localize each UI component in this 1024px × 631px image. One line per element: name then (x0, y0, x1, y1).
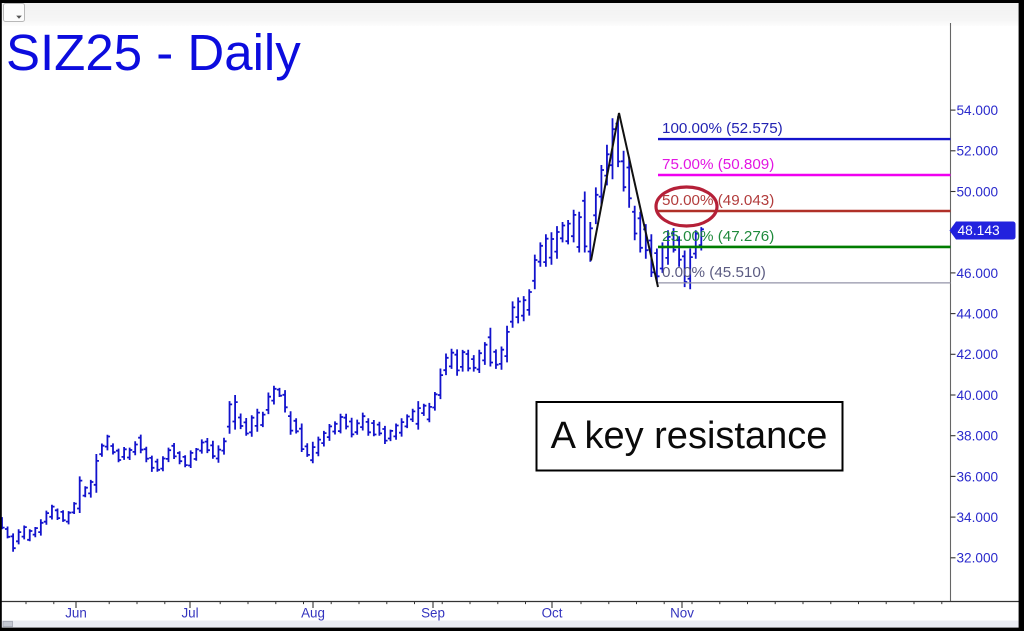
svg-text:40.000: 40.000 (957, 388, 999, 403)
svg-text:100.00% (52.575): 100.00% (52.575) (662, 120, 783, 137)
svg-text:38.000: 38.000 (957, 429, 999, 444)
svg-text:52.000: 52.000 (957, 144, 999, 159)
svg-text:A key resistance: A key resistance (551, 415, 828, 457)
svg-text:46.000: 46.000 (957, 266, 999, 281)
svg-text:54.000: 54.000 (957, 103, 999, 118)
svg-text:34.000: 34.000 (957, 510, 999, 525)
svg-text:50.000: 50.000 (957, 184, 999, 199)
svg-text:Nov: Nov (670, 606, 694, 621)
svg-text:Jun: Jun (65, 606, 87, 621)
svg-text:SIZ25 - Daily: SIZ25 - Daily (6, 24, 301, 81)
svg-text:48.143: 48.143 (958, 223, 1001, 238)
svg-text:75.00% (50.809): 75.00% (50.809) (662, 156, 774, 173)
svg-text:25.00% (47.276): 25.00% (47.276) (662, 228, 774, 245)
svg-text:Sep: Sep (421, 606, 445, 621)
svg-text:50.00% (49.043): 50.00% (49.043) (662, 192, 774, 209)
svg-text:32.000: 32.000 (957, 551, 999, 566)
svg-text:Aug: Aug (301, 606, 325, 621)
svg-text:Jul: Jul (181, 606, 198, 621)
svg-text:42.000: 42.000 (957, 347, 999, 362)
svg-text:Oct: Oct (542, 606, 563, 621)
svg-text:0.00% (45.510): 0.00% (45.510) (662, 264, 766, 281)
svg-text:44.000: 44.000 (957, 307, 999, 322)
svg-text:36.000: 36.000 (957, 469, 999, 484)
